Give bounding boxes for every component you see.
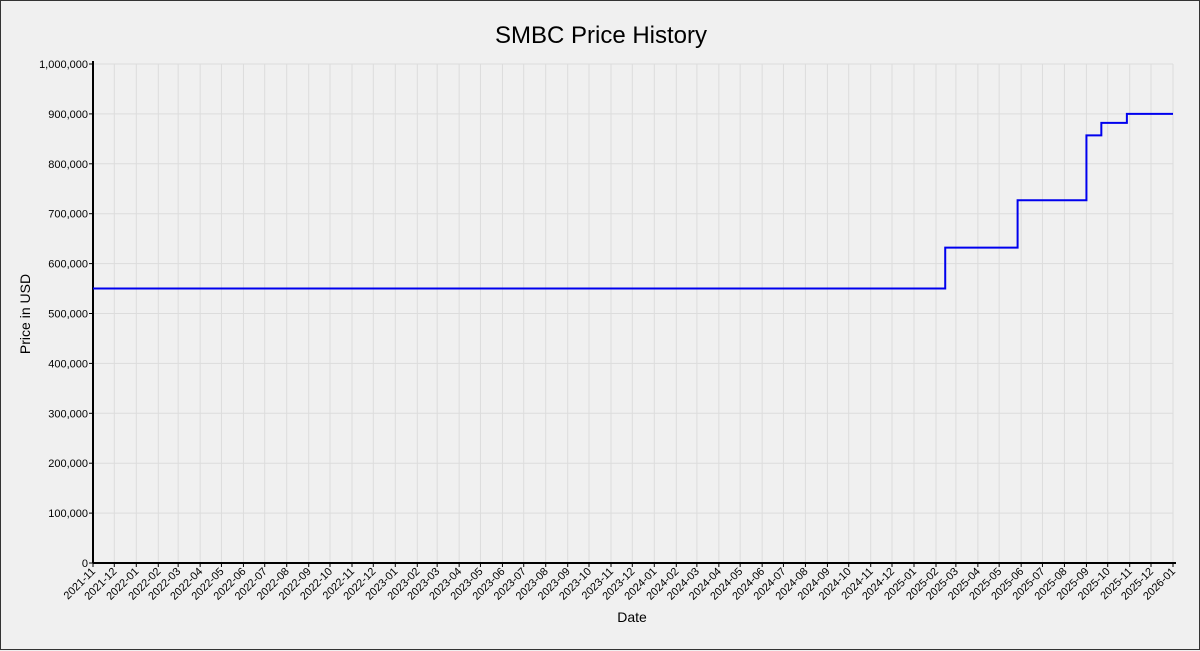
axes xyxy=(92,61,1176,564)
price-series-line xyxy=(93,112,1173,290)
series xyxy=(93,112,1173,290)
y-axis-title: Price in USD xyxy=(17,274,33,354)
y-tick-label: 400,000 xyxy=(48,358,88,370)
y-tick-label: 800,000 xyxy=(48,159,88,171)
y-tick-label: 700,000 xyxy=(48,209,88,221)
y-tick-label: 200,000 xyxy=(48,458,88,470)
y-tick-label: 900,000 xyxy=(48,109,88,121)
grid xyxy=(92,63,1174,564)
y-tick-label: 0 xyxy=(82,558,88,570)
y-tick-label: 100,000 xyxy=(48,508,88,520)
y-tick-label: 300,000 xyxy=(48,408,88,420)
y-tick-label: 600,000 xyxy=(48,259,88,271)
chart-title: SMBC Price History xyxy=(495,22,707,49)
x-axis-title: Date xyxy=(617,609,647,625)
ticks: 0 100,000 200,000 300,000 400,000 500,000 600,… xyxy=(39,59,1178,603)
y-tick-label: 500,000 xyxy=(48,309,88,321)
y-tick-label: 1,000,000 xyxy=(39,59,88,71)
